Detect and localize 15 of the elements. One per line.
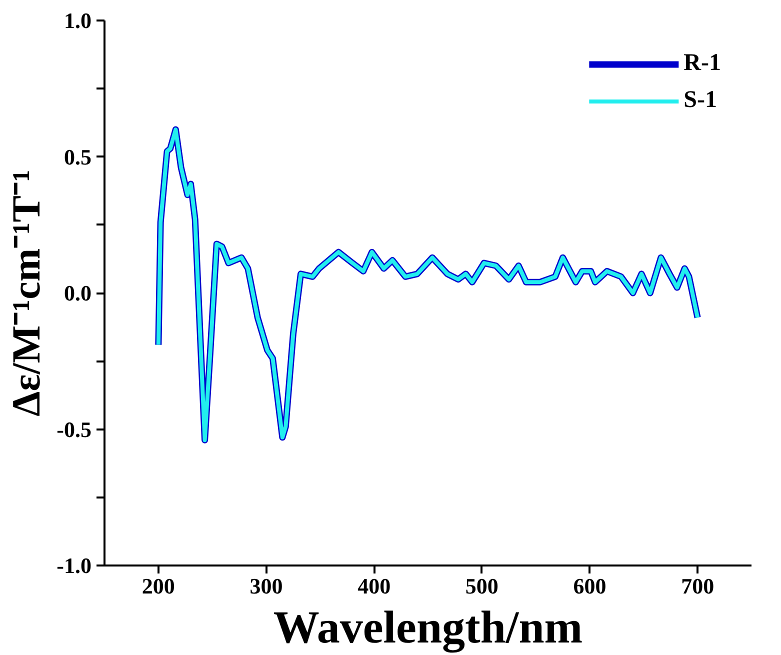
y-tick-label: 0.0: [64, 280, 92, 306]
y-tick-label: -0.5: [56, 416, 92, 442]
legend-label: S-1: [684, 87, 718, 114]
y-tick-label: 1.0: [64, 8, 92, 33]
x-tick-label: 400: [358, 574, 391, 598]
x-tick-label: 600: [573, 574, 606, 598]
x-tick-label: 300: [250, 574, 283, 598]
y-axis-title: Δε/M⁻¹cm⁻¹T⁻¹: [4, 170, 49, 416]
y-tick-label: 0.5: [64, 144, 92, 170]
legend-label: R-1: [684, 50, 721, 77]
x-tick-label: 700: [681, 574, 714, 598]
x-tick-label: 200: [142, 574, 175, 598]
x-tick-label: 500: [465, 574, 498, 598]
x-axis-title: Wavelength/nm: [273, 602, 583, 654]
y-tick-label: -1.0: [56, 553, 92, 578]
